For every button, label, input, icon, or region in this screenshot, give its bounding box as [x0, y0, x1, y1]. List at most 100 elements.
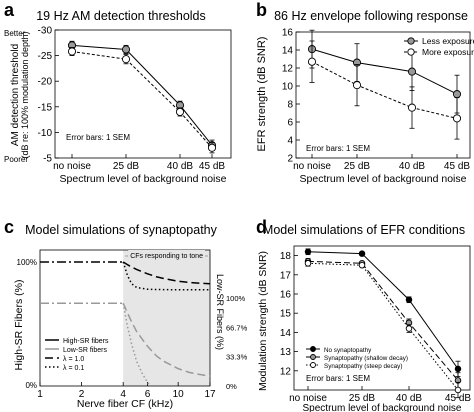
panel-d-series-2-point [405, 325, 413, 332]
panel-d-xtick-label: 40 dB [396, 393, 422, 404]
panel-c-legend-label: λ = 1.0 [63, 356, 84, 363]
panel-a-ytick-label: -20 [38, 77, 53, 88]
panel-d-legend-label: Synaptopathy (shallow decay) [324, 355, 408, 362]
panel-c-y2tick-label: 0% [226, 382, 237, 391]
panel-c-xtick-label: 6 [145, 389, 151, 400]
panel-a-ylabel-line2: (dB re: 100% modulation depth) [20, 31, 30, 158]
panel-b-title: 86 Hz envelope following response [274, 9, 468, 23]
panel-d-series-0-point [405, 296, 413, 304]
panel-a-title: 19 Hz AM detection thresholds [36, 9, 206, 23]
panel-d-ytick-label: 16 [280, 290, 292, 301]
panel-a-series-1-point [175, 107, 185, 116]
panel-c-xtick-label: 10 [173, 389, 185, 400]
panel-c-curve-1 [122, 261, 211, 285]
panel-b-xtick-label: no noise [293, 161, 331, 172]
panel-b-xtick-label: 45 dB [444, 161, 470, 172]
panel-a-series-1-line [71, 51, 213, 149]
panel-c-y2tick-label: 66.7% [226, 323, 248, 332]
panel-d-ylabel: Modulation strength (dB SNR) [257, 251, 269, 391]
panel-b-note: Error bars: 1 SEM [306, 144, 370, 153]
panel-a-letter: a [4, 0, 15, 20]
panel-a-xtick-label: 45 dB [199, 161, 225, 172]
panel-d-plot-frame [293, 245, 471, 391]
panel-c-xtick-label: 4 [120, 389, 126, 400]
panel-a: a 19 Hz AM detection thresholds Better P… [4, 0, 232, 185]
panel-c-legend-label: Low-SR fibers [63, 347, 107, 354]
panel-c-ytick-label: 0% [25, 381, 37, 390]
panel-d: d Model simulations of EFR conditions Mo… [256, 217, 471, 412]
panel-b-legend-label: Less exposure [422, 36, 474, 46]
panel-a-xlabel: Spectrum level of background noise [60, 173, 227, 185]
panel-b-series-1-point [452, 114, 462, 123]
panel-a-series-0-point [121, 45, 131, 54]
panel-d-ytick-label: 13 [280, 347, 292, 358]
panel-a-ytick-label: -15 [38, 102, 53, 113]
panel-c-ylabel: High-SR Fibers (%) [13, 279, 25, 370]
panel-a-ytick-label: -10 [38, 128, 53, 139]
panel-a-xtick-label: 25 dB [113, 161, 139, 172]
panel-c-legend-label: High-SR fibers [63, 338, 109, 345]
panel-d-legend-label: Synaptopathy (steep decay) [324, 363, 402, 370]
panel-d-series-0-point [454, 365, 462, 373]
panel-b-legend-marker [407, 37, 415, 45]
panel-b-ytick-label: 16 [282, 28, 294, 39]
panel-b-ylabel: EFR strength (dB SNR) [256, 37, 268, 152]
panel-b-series-1-point [407, 103, 417, 112]
panel-c-letter: c [4, 217, 14, 237]
panel-b-ytick-label: 8 [287, 100, 293, 111]
panel-b-ytick-label: 6 [287, 118, 293, 129]
panel-c-title: Model simulations of synaptopathy [25, 223, 218, 237]
panel-c-curve-4 [122, 302, 211, 377]
panel-b-xlabel: Spectrum level of background noise [300, 173, 467, 185]
panel-d-letter: d [256, 217, 267, 237]
panel-c-shaded-region [123, 250, 210, 386]
panel-c-xtick-label: 17 [204, 389, 216, 400]
panel-d-marks: 12 13 14 15 16 17 18 no noise 25 dB 40 dB 45 dB No … [280, 248, 471, 404]
panel-b-series-1-point [352, 81, 362, 90]
panel-c-y2tick-label: 33.3% [226, 353, 248, 362]
panel-a-top-annotation: Better [4, 29, 26, 38]
panel-b-series-0-point [407, 67, 417, 76]
panel-d-ytick-label: 14 [280, 328, 292, 339]
panel-d-series-2-point [304, 260, 312, 267]
panel-b-series-0-point [452, 90, 462, 99]
panel-a-series-1-point [67, 47, 77, 56]
panel-d-legend-marker [310, 346, 316, 352]
panel-b-letter: b [256, 0, 267, 20]
panel-b-legend-marker [407, 48, 415, 56]
panel-d-title: Model simulations of EFR conditions [263, 223, 465, 237]
panel-c: c Model simulations of synaptopathy High… [4, 217, 248, 410]
panel-d-ytick-label: 15 [280, 309, 292, 320]
panel-d-series-1-line [307, 260, 459, 381]
panel-b-ytick-label: 4 [287, 136, 293, 147]
panel-b-ytick-label: 14 [282, 46, 294, 57]
panel-d-xtick-label: no noise [289, 393, 327, 404]
panel-a-xtick-label: 40 dB [167, 161, 193, 172]
panel-d-xlabel: Spectrum level of background noise [303, 403, 462, 412]
panel-d-xtick-label: 25 dB [349, 393, 375, 404]
panel-d-legend-marker [310, 362, 316, 368]
panel-d-series-0-line [307, 251, 459, 370]
panel-b-plot-frame [295, 31, 471, 159]
panel-b-series-1-point [307, 57, 317, 66]
panel-c-curve-2 [122, 261, 210, 291]
panel-d-legend-label: No synaptopathy [324, 347, 372, 354]
panel-d-xtick-label: 45 dB [445, 393, 471, 404]
panel-d-series-2-line [307, 262, 459, 391]
panel-a-note: Error bars: 1 SEM [66, 133, 130, 142]
panel-a-ytick-label: -5 [43, 154, 52, 165]
panel-d-series-2-point [358, 261, 366, 269]
panel-c-ytick-label: 100% [17, 258, 37, 267]
panel-c-legend-label: λ = 0.1 [63, 365, 84, 372]
panel-c-xtick-label: 2 [79, 389, 85, 400]
panel-b-ytick-label: 10 [282, 82, 294, 93]
panel-a-plot-frame [54, 29, 232, 159]
panel-d-legend-marker [310, 354, 316, 360]
panel-c-xlabel: Nerve fiber CF (kHz) [77, 398, 173, 410]
panel-d-series-0-point [304, 248, 312, 256]
panel-a-ylabel-line1: AM detection threshold [10, 44, 21, 146]
panel-b-series-0-line [311, 48, 458, 95]
panel-b-xtick-label: 40 dB [399, 161, 425, 172]
panel-a-series-1-point [121, 55, 131, 64]
